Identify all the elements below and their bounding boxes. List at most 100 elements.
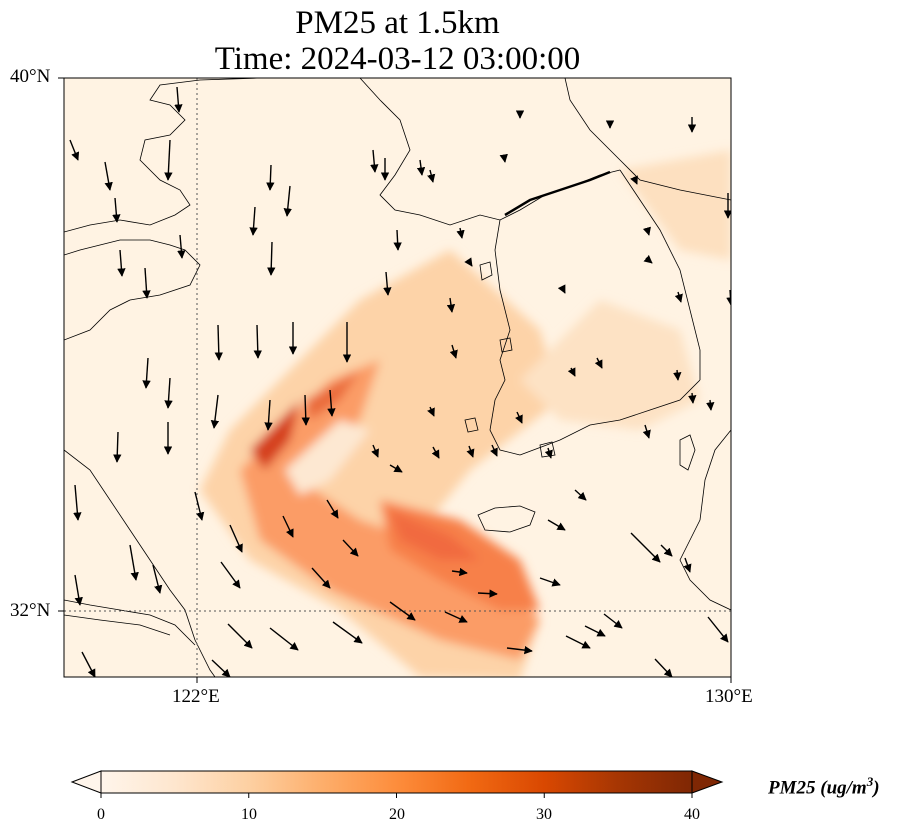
colorbar-ticks (100, 793, 693, 798)
wind-arrow (674, 291, 683, 303)
wind-arrow (706, 399, 715, 411)
map-title-line-2: Time: 2024-03-12 03:00:00 (214, 41, 581, 77)
wind-arrow (416, 159, 426, 176)
colorbar-label-superscript: 3 (866, 774, 874, 789)
wind-arrow (567, 367, 576, 377)
border-china-korea (504, 170, 611, 217)
wind-arrow (565, 635, 591, 649)
wind-arrow (152, 564, 163, 594)
wind-arrow (584, 625, 606, 637)
wind-arrow (456, 227, 465, 239)
wind-arrow (253, 324, 262, 359)
wind-arrow (499, 153, 508, 163)
pm25-core-2 (305, 370, 360, 420)
coastline-small-island-1 (479, 261, 493, 281)
wind-arrow (431, 446, 440, 459)
coastline-china-north (64, 78, 261, 233)
coastline-manchuria (564, 78, 731, 201)
wind-arrow (603, 613, 623, 629)
lat-tick-label-40: 40°N (10, 66, 51, 87)
wind-arrow (342, 539, 359, 557)
wind-arrow (393, 229, 402, 251)
wind-arrow (389, 601, 416, 621)
wind-arrow (383, 271, 392, 296)
wind-arrow (113, 431, 122, 463)
coastline-yangtze-estuary (64, 599, 196, 646)
wind-arrow (301, 394, 310, 426)
wind-arrow (311, 567, 331, 589)
wind-arrow (688, 392, 697, 404)
coastline-small-island-2 (499, 337, 513, 353)
wind-arrow (142, 267, 151, 299)
pm25-core-1 (250, 400, 300, 470)
colorbar-extend-high (691, 770, 724, 794)
wind-arrow (211, 659, 231, 677)
wind-arrow (269, 627, 299, 651)
wind-arrow (210, 394, 220, 429)
wind-arrow (630, 175, 638, 185)
wind-arrow (539, 577, 561, 587)
wind-arrow (466, 445, 475, 458)
wind-arrow (594, 357, 603, 369)
wind-arrow (427, 406, 435, 417)
wind-arrow (112, 197, 121, 223)
wind-arrow (630, 532, 661, 563)
pm25-band-east (520, 300, 700, 430)
coastline-kyushu (679, 429, 731, 611)
coastline-shandong (64, 239, 201, 341)
wind-arrow (74, 574, 83, 606)
wind-arrow (477, 589, 498, 598)
wind-arrow (104, 161, 113, 191)
wind-arrow (164, 139, 173, 181)
wind-arrow (574, 489, 587, 501)
pm25-field (200, 150, 731, 677)
map-plot-area (64, 78, 731, 677)
wind-arrow (490, 444, 498, 457)
wind-arrow (282, 515, 294, 538)
wind-arrow (142, 357, 151, 389)
coastline-korea-south (519, 379, 701, 456)
coastline-small-island-3 (464, 417, 479, 433)
colorbar-label-end: ) (873, 777, 880, 799)
map-frame (63, 77, 732, 678)
wind-arrow (327, 389, 336, 417)
wind-arrow (174, 86, 183, 113)
wind-arrow (194, 491, 205, 521)
wind-arrow (557, 284, 566, 294)
coastline-korea-west (489, 219, 521, 456)
coastline-small-island-4 (539, 441, 556, 458)
map-panel (58, 77, 732, 683)
colorbar-gradient (100, 770, 693, 794)
wind-arrow (164, 377, 173, 409)
wind-arrow (389, 464, 403, 473)
wind-arrow (544, 447, 553, 459)
wind-arrow (673, 369, 682, 381)
wind-arrow (229, 524, 243, 553)
wind-arrow (642, 226, 651, 236)
wind-arrow (266, 164, 275, 191)
wind-arrow (371, 444, 379, 458)
wind-vectors (69, 86, 731, 677)
pm25-band-northeast (620, 150, 731, 260)
lon-tick-label-130: 130°E (705, 686, 753, 707)
wind-arrow (264, 399, 273, 431)
wind-arrow (446, 297, 456, 313)
pm25-core-3 (390, 510, 480, 560)
pm25-clean-pocket (285, 420, 370, 495)
wind-arrow (370, 149, 379, 173)
wind-arrow (214, 324, 223, 361)
wind-arrow (464, 257, 473, 267)
wind-arrow (449, 344, 458, 359)
wind-arrow (326, 499, 339, 519)
wind-arrow (654, 658, 673, 677)
wind-arrow (227, 623, 253, 649)
coastline-jeju-island (477, 505, 536, 533)
wind-arrow (451, 567, 468, 577)
wind-arrow (69, 139, 80, 161)
wind-arrow (444, 611, 468, 623)
wind-arrow (129, 544, 139, 581)
colorbar-tick-label-40: 40 (684, 806, 700, 823)
wind-arrow (220, 561, 241, 589)
wind-arrow (267, 241, 276, 276)
coastlines (64, 78, 731, 677)
